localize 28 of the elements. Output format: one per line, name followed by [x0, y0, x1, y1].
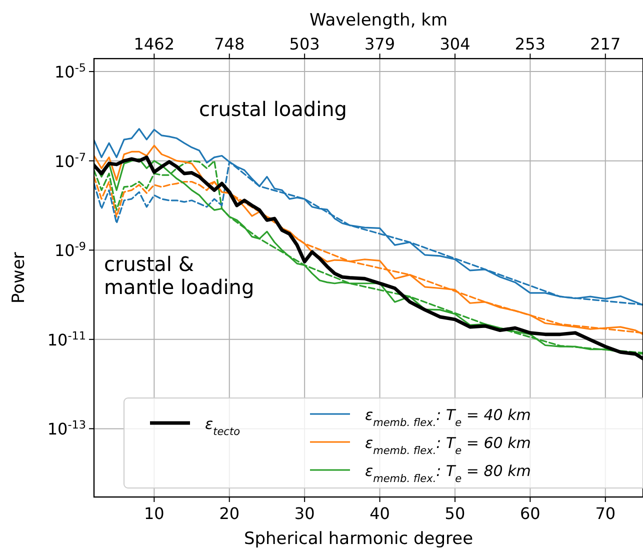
x-tick-label: 60	[520, 504, 540, 523]
annotation: 253	[514, 34, 546, 54]
x-tick-label: 20	[219, 504, 240, 523]
x-tick-label: 50	[444, 504, 466, 523]
x2-axis-title: Wavelength, km	[309, 10, 448, 31]
y-tick-label: 10$^{-7}$	[54, 150, 86, 171]
y-tick-label: 10$^{-9}$	[54, 240, 86, 260]
legend-label: ε$_{memb. flex.}$: T$_{e}$ = 60 km	[365, 434, 531, 457]
x-axis-title: Spherical harmonic degree	[244, 529, 474, 549]
annotation: 1462	[134, 34, 175, 54]
annotation: 503	[289, 34, 320, 54]
y-tick-label: 10$^{-5}$	[54, 61, 86, 82]
y-tick-label: 10$^{-11}$	[47, 328, 86, 350]
y-axis-title: Power	[9, 252, 29, 304]
annotation: crustal & mantle loading	[104, 252, 254, 299]
annotation: 748	[214, 34, 245, 54]
x-tick-label: 70	[595, 504, 616, 523]
x-tick-label: 40	[370, 504, 390, 523]
legend-label: ε$_{memb. flex.}$: T$_{e}$ = 80 km	[365, 462, 531, 485]
legend-label: ε$_{tecto}$	[205, 415, 240, 438]
y-tick-label: 10$^{-13}$	[47, 418, 86, 439]
x-tick-label: 10	[144, 504, 164, 523]
annotation: 304	[440, 34, 470, 54]
annotation: 217	[590, 34, 621, 54]
annotation: crustal loading	[199, 97, 347, 121]
x-tick-label: 30	[294, 504, 315, 523]
annotation: 379	[364, 34, 396, 54]
legend-label: ε$_{memb. flex.}$: T$_{e}$ = 40 km	[365, 406, 531, 429]
